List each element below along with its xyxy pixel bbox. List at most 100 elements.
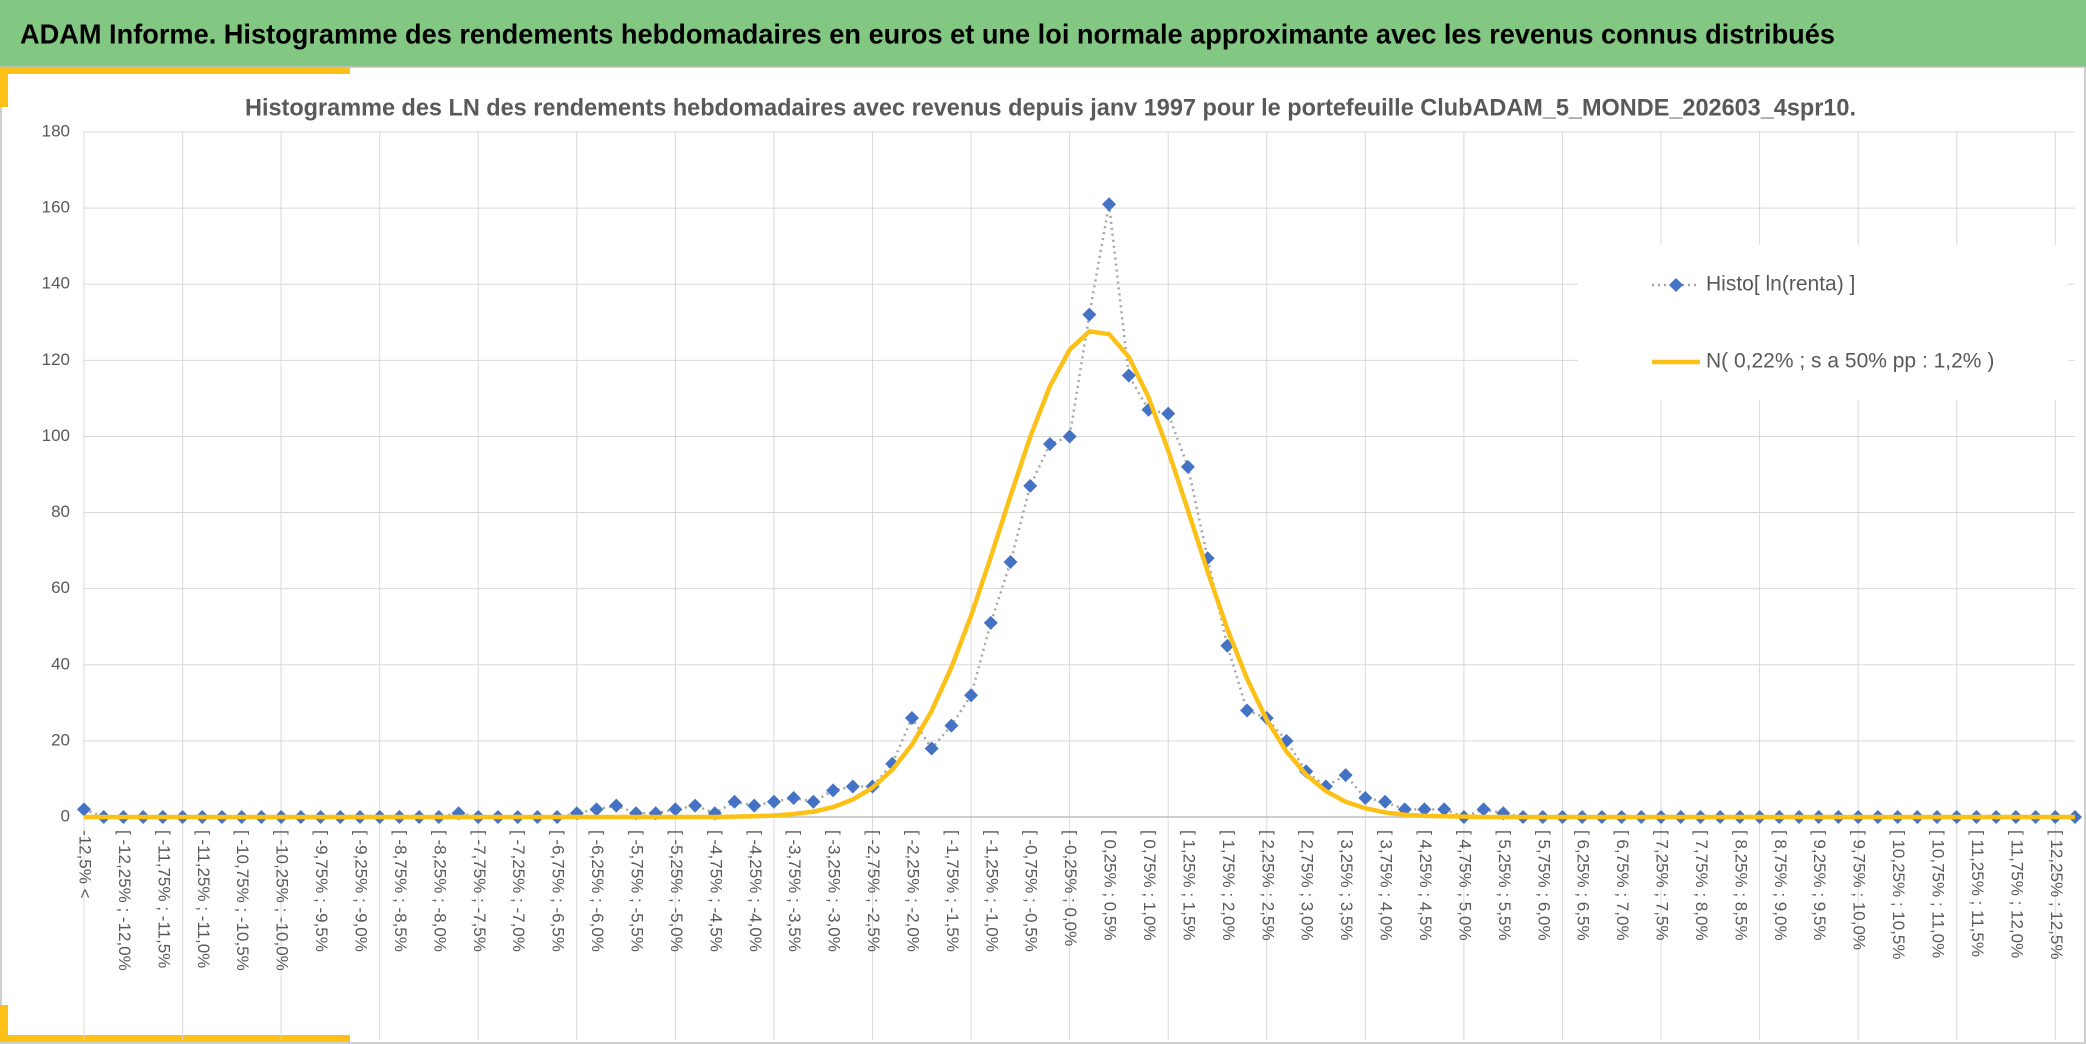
x-tick-label: [ 11,25% ; 11,5% <box>1968 830 1987 957</box>
marker <box>1161 406 1176 421</box>
marker <box>1042 437 1057 452</box>
marker <box>589 802 604 817</box>
marker <box>1102 197 1117 212</box>
x-tick-label: [ -4,75% ; -4,5% <box>706 830 725 952</box>
x-tick-label: [ 8,25% ; 8,5% <box>1731 830 1750 941</box>
chart-title: Histogramme des LN des rendements hebdom… <box>245 94 1856 121</box>
x-tick-label: [ -6,75% ; -6,5% <box>549 830 568 952</box>
x-tick-label: [ 7,75% ; 8,0% <box>1692 830 1711 941</box>
marker <box>1338 768 1353 783</box>
accent <box>0 1005 8 1042</box>
marker <box>1476 802 1491 817</box>
x-tick-label: [ 4,75% ; 5,0% <box>1455 830 1474 941</box>
plot: 0 20 40 60 80 100 120 140 160 180 -12,5% < [ -12,25… <box>42 121 2082 1040</box>
marker <box>1240 703 1255 718</box>
x-tick-label: [ 3,25% ; 3,5% <box>1337 830 1356 941</box>
marker <box>1378 794 1393 809</box>
accent <box>0 67 350 74</box>
x-tick-label: [ 1,25% ; 1,5% <box>1179 830 1198 941</box>
marker <box>944 718 959 733</box>
series-line <box>83 203 2075 819</box>
x-tick-label: [ 6,25% ; 6,5% <box>1574 830 1593 941</box>
x-tick-label: [ 8,75% ; 9,0% <box>1771 830 1790 941</box>
x-tick-label: [ -3,25% ; -3,0% <box>825 830 844 952</box>
x-tick-label: [ 0,25% ; 0,5% <box>1101 830 1120 941</box>
marker <box>1180 459 1195 474</box>
marker <box>1121 368 1136 383</box>
x-tick-label: [ -11,25% ; -11,0% <box>194 830 213 968</box>
marker <box>1062 429 1077 444</box>
x-tick-label: [ -7,25% ; -7,0% <box>509 830 528 952</box>
x-tick-label: [ 0,75% ; 1,0% <box>1140 830 1159 941</box>
y-tick-label: 40 <box>51 654 70 673</box>
x-tick-label: [ -5,25% ; -5,0% <box>667 830 686 952</box>
y-tick-label: 80 <box>51 502 70 521</box>
x-tick-label: [ 11,75% ; 12,0% <box>2007 830 2026 958</box>
x-tick-label: [ -4,25% ; -4,0% <box>746 830 765 952</box>
marker <box>747 798 762 813</box>
x-tick-label: [ -9,75% ; -9,5% <box>312 830 331 952</box>
x-tick-label: [ 5,75% ; 6,0% <box>1534 830 1553 941</box>
marker <box>688 798 703 813</box>
x-tick-label: [ -10,75% ; -10,5% <box>233 830 252 971</box>
marker <box>1437 802 1452 817</box>
marker <box>727 794 742 809</box>
x-tick-label: [ 3,75% ; 4,0% <box>1377 830 1396 941</box>
x-tick-label: [ 10,75% ; 11,0% <box>1929 830 1948 958</box>
x-tick-label: [ 12,25% ; 12,5% <box>2047 830 2066 959</box>
x-tick-label: [ -12,25% ; -12,0% <box>115 830 134 971</box>
x-tick-label: [ -8,25% ; -8,0% <box>430 830 449 952</box>
marker <box>904 711 919 726</box>
marker <box>1003 555 1018 570</box>
y-tick-label: 100 <box>42 426 70 445</box>
legend <box>1578 245 2068 400</box>
legend-label: N( 0,22% ; s a 50% pp : 1,2% ) <box>1706 350 1994 373</box>
legend-marker <box>1669 278 1683 292</box>
x-tick-label: -12,5% < <box>76 830 95 899</box>
marker <box>826 783 841 798</box>
marker <box>983 615 998 630</box>
x-tick-label: [ 2,25% ; 2,5% <box>1258 830 1277 941</box>
marker <box>1417 802 1432 817</box>
x-tick-label: [ 7,25% ; 7,5% <box>1653 830 1672 941</box>
x-tick-label: [ -1,75% ; -1,5% <box>943 830 962 952</box>
x-tick-label: [ -8,75% ; -8,5% <box>391 830 410 952</box>
y-tick-label: 0 <box>61 806 70 825</box>
y-tick-label: 120 <box>42 350 70 369</box>
marker <box>924 741 939 756</box>
x-tick-label: [ -7,75% ; -7,5% <box>470 830 489 952</box>
x-tick-label: [ 5,25% ; 5,5% <box>1495 830 1514 941</box>
chart-frame <box>0 66 2086 1044</box>
banner-title: ADAM Informe. Histogramme des rendements… <box>20 18 1835 49</box>
x-tick-label: [ 2,75% ; 3,0% <box>1298 830 1317 941</box>
series-line <box>84 329 2075 820</box>
marker <box>1358 790 1373 805</box>
x-tick-label: [ 1,75% ; 2,0% <box>1219 830 1238 941</box>
marker <box>806 794 821 809</box>
marker <box>77 802 91 817</box>
marker <box>668 802 683 817</box>
y-tick-label: 60 <box>51 578 70 597</box>
x-tick-label: [ -1,25% ; -1,0% <box>982 830 1001 952</box>
marker <box>964 688 979 703</box>
accent <box>0 1035 350 1042</box>
accent <box>0 67 8 107</box>
x-tick-label: [ -3,75% ; -3,5% <box>785 830 804 952</box>
y-tick-label: 180 <box>42 121 70 140</box>
marker <box>1082 307 1097 322</box>
x-tick-label: [ -2,75% ; -2,5% <box>864 830 883 952</box>
y-tick-label: 20 <box>51 730 70 749</box>
x-tick-label: [ -11,75% ; -11,5% <box>154 830 173 968</box>
banner <box>0 0 2086 67</box>
x-tick-label: [ 9,75% ; 10,0% <box>1850 830 1869 950</box>
y-tick-label: 140 <box>42 274 70 293</box>
x-tick-label: [ -9,25% ; -9,0% <box>351 830 370 952</box>
x-tick-label: [ -6,25% ; -6,0% <box>588 830 607 952</box>
y-tick-label: 160 <box>42 198 70 217</box>
x-tick-label: [ -5,75% ; -5,5% <box>627 830 646 952</box>
marker <box>845 779 860 794</box>
marker <box>1023 478 1038 493</box>
x-tick-label: [ -10,25% ; -10,0% <box>273 830 292 971</box>
legend-label: Histo[ ln(renta) ] <box>1706 273 1855 296</box>
